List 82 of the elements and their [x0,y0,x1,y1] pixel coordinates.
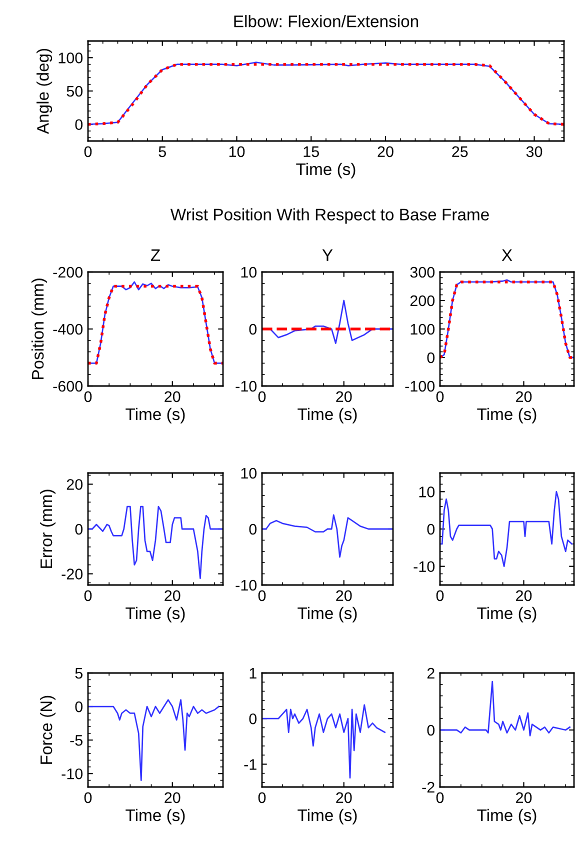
y-axis-title: Force (N) [40,696,56,764]
line-series [262,514,393,558]
x-tick-label: 0 [84,391,92,402]
y-tick-label: 0 [75,524,83,535]
line-series [88,699,220,781]
x-tick-label: 0 [84,146,92,158]
x-tick-label: 5 [158,146,166,158]
y-tick-label: 100 [58,52,83,64]
x-tick-label: 20 [164,792,180,804]
x-tick-label: 0 [258,590,266,602]
x-tick-label: 0 [258,391,266,402]
y-axis-title: Angle (deg) [36,48,52,134]
x-axis-title: Time (s) [477,808,536,824]
y-tick-label: 0 [249,713,257,724]
x-axis-title: Time (s) [477,606,536,622]
y-tick-label: 20 [66,479,83,490]
x-tick-label: 0 [436,590,444,602]
y-tick-label: 10 [241,266,257,278]
chart-title: Elbow: Flexion/Extension [234,15,418,28]
chart-title: Z [150,249,160,261]
x-axis-title: Time (s) [296,162,356,178]
y-tick-label: 0 [75,701,83,712]
y-tick-label: 300 [410,266,435,278]
y-tick-label: -5 [70,735,82,746]
y-tick-label: 1 [250,668,256,679]
y-tick-label: -200 [53,266,83,278]
y-tick-label: 2 [427,668,434,679]
text: Wrist Position With Respect to Base Frame [170,208,489,224]
y-tick-label: 0 [427,352,435,364]
y-tick-label: -2 [422,782,434,793]
x-tick-label: 20 [336,590,352,602]
x-axis-title: Time (s) [126,408,185,424]
line-series [440,680,571,736]
x-axis-title: Time (s) [298,606,357,622]
line-series [262,704,386,779]
y-tick-label: -400 [53,324,83,335]
x-tick-label: 30 [526,146,542,158]
x-tick-label: 20 [378,146,394,158]
x-tick-label: 25 [452,146,468,158]
x-tick-label: 0 [84,792,92,804]
x-tick-label: 0 [436,391,444,402]
x-axis-title: Time (s) [298,808,357,824]
y-tick-label: 50 [66,86,83,97]
y-tick-label: -10 [236,380,257,392]
y-tick-label: 100 [410,324,435,335]
x-axis-title: Time (s) [126,808,185,824]
x-tick-label: 20 [516,391,532,402]
x-tick-label: 20 [516,792,532,804]
y-axis-title: Position (mm) [31,278,47,380]
y-tick-label: 10 [241,468,257,479]
y-tick-label: -100 [405,380,435,392]
x-tick-label: 20 [336,792,352,804]
y-tick-label: -20 [62,568,83,580]
x-axis-title: Time (s) [126,606,185,622]
y-tick-label: -600 [53,380,83,392]
x-tick-label: 20 [336,391,352,402]
y-tick-label: 0 [249,524,257,535]
y-tick-label: 0 [427,724,435,736]
x-tick-label: 15 [304,146,319,158]
y-tick-label: 0 [249,324,257,335]
y-tick-label: -10 [236,580,257,591]
y-axis-title: Error (mm) [40,490,56,568]
y-tick-label: 200 [410,295,435,306]
x-tick-label: 0 [436,792,444,804]
y-tick-label: 0 [427,524,435,535]
y-tick-label: -10 [414,561,435,572]
chart-title: X [502,249,512,261]
chart-title: Y [322,249,333,261]
y-tick-label: 10 [419,486,435,498]
y-tick-label: 5 [75,668,82,679]
y-tick-label: -1 [244,759,256,770]
line-series [88,506,223,579]
y-tick-label: -10 [62,768,83,780]
x-tick-label: 20 [164,391,180,402]
x-tick-label: 20 [164,590,180,602]
y-tick-label: 0 [75,119,83,130]
x-tick-label: 0 [258,792,266,804]
line-series [440,490,573,568]
x-tick-label: 0 [84,590,92,602]
x-tick-label: 20 [516,590,532,602]
x-axis-title: Time (s) [477,408,536,424]
x-axis-title: Time (s) [298,408,357,424]
